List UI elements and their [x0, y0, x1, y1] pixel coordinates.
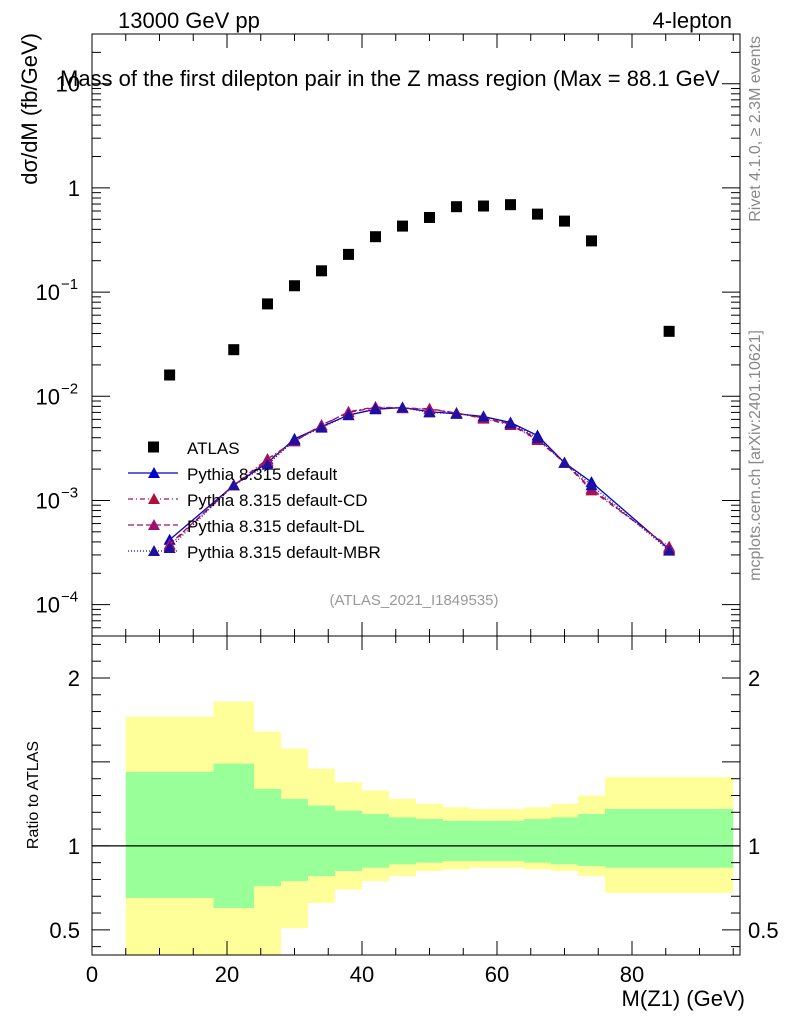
- x-tick-label: 40: [350, 962, 374, 987]
- ratio-band-stat: [362, 813, 389, 868]
- ratio-band-stat: [125, 771, 214, 898]
- legend-label-0: Pythia 8.315 default: [187, 465, 338, 484]
- legend-label-data: ATLAS: [187, 439, 240, 458]
- mc-point: [663, 544, 676, 556]
- x-axis-label: M(Z1) (GeV): [622, 986, 745, 1011]
- y-tick-exponent: −1: [61, 276, 78, 293]
- rivet-label: Rivet 4.1.0, ≥ 2.3M events: [747, 36, 764, 222]
- mc-point: [585, 479, 598, 491]
- mc-point: [288, 434, 301, 446]
- mc-point: [531, 431, 544, 443]
- ratio-band-stat: [416, 819, 443, 863]
- y-tick-exponent: −3: [61, 484, 78, 501]
- legend-marker-data: [148, 441, 159, 453]
- data-point: [451, 201, 462, 213]
- y-axis-label: dσ/dM (fb/GeV): [17, 33, 42, 185]
- legend-label-3: Pythia 8.315 default-MBR: [187, 543, 381, 562]
- y-tick-label: 1: [68, 176, 80, 201]
- legend-label-1: Pythia 8.315 default-CD: [187, 491, 368, 510]
- watermark: (ATLAS_2021_I1849535): [329, 592, 498, 609]
- ratio-band-stat: [497, 820, 524, 861]
- data-point: [164, 369, 176, 381]
- mc-point: [477, 410, 490, 422]
- ratio-tick-label: 0.5: [49, 918, 80, 943]
- ratio-tick-label-right: 0.5: [748, 918, 779, 943]
- mc-point: [558, 456, 571, 468]
- y-tick-exponent: −2: [61, 380, 78, 397]
- legend-marker-2: [148, 519, 160, 530]
- y-tick-label: 10: [36, 593, 60, 618]
- data-point: [316, 265, 327, 277]
- ratio-band-stat: [213, 763, 254, 908]
- data-point: [343, 248, 354, 260]
- y-tick-label: 10: [36, 384, 60, 409]
- legend-marker-3: [148, 545, 160, 556]
- mc-point: [163, 541, 176, 553]
- ratio-band-stat: [308, 805, 335, 877]
- mc-point: [315, 421, 328, 433]
- y-tick-exponent: −4: [61, 589, 78, 606]
- ratio-band-stat: [389, 817, 416, 865]
- ratio-band-stat: [605, 808, 734, 868]
- data-point: [370, 231, 381, 243]
- ratio-tick-label-right: 2: [748, 666, 760, 691]
- data-point: [663, 325, 675, 337]
- ratio-band-stat: [335, 810, 362, 872]
- ratio-tick-label: 1: [68, 834, 80, 859]
- axis-ticks: [91, 33, 740, 955]
- data-point: [424, 211, 435, 223]
- ratio-uncertainty-bands: [92, 701, 740, 955]
- channel-label: 4-lepton: [652, 8, 732, 33]
- data-point: [532, 208, 543, 220]
- data-point: [559, 215, 570, 227]
- data-point: [505, 199, 516, 211]
- ratio-band-stat: [551, 817, 578, 865]
- mc-point: [261, 458, 274, 470]
- ratio-band-stat: [254, 788, 281, 887]
- data-point: [228, 344, 240, 356]
- data-point: [289, 280, 300, 292]
- legend-marker-1: [148, 493, 160, 504]
- ratio-tick-label: 2: [68, 666, 80, 691]
- x-tick-label: 80: [620, 962, 644, 987]
- data-series: [164, 199, 675, 381]
- mc-point: [369, 402, 382, 414]
- x-tick-label: 20: [215, 962, 239, 987]
- legend-label-2: Pythia 8.315 default-DL: [187, 517, 365, 536]
- legend: ATLAS Pythia 8.315 default Pythia 8.315 de…: [128, 439, 381, 562]
- mc-point: [450, 407, 463, 419]
- ratio-tick-label-right: 1: [748, 834, 760, 859]
- y-tick-label: 10: [36, 488, 60, 513]
- data-point: [478, 200, 489, 212]
- energy-label: 13000 GeV pp: [118, 8, 260, 33]
- mc-point: [423, 406, 436, 418]
- data-point: [262, 298, 273, 310]
- mc-point: [342, 409, 355, 421]
- mc-point: [504, 417, 517, 429]
- ratio-y-axis-label: Ratio to ATLAS: [25, 741, 42, 849]
- mc-series-line-3: [169, 406, 670, 552]
- x-tick-label: 60: [485, 962, 509, 987]
- x-tick-label: 0: [86, 962, 98, 987]
- data-point: [397, 220, 408, 232]
- plot-title: Mass of the first dilepton pair in the Z…: [60, 66, 720, 91]
- data-point: [586, 235, 597, 247]
- y-tick-label: 10: [56, 72, 80, 97]
- mc-point: [396, 401, 409, 413]
- mc-point: [227, 479, 240, 491]
- y-tick-label: 10: [36, 280, 60, 305]
- mc-series: [163, 400, 676, 556]
- ratio-band-stat: [281, 798, 308, 882]
- mcplots-label: mcplots.cern.ch [arXiv:2401.10621]: [747, 330, 764, 581]
- ratio-band-stat: [470, 820, 497, 861]
- ratio-band-stat: [578, 813, 605, 867]
- ratio-band-stat: [443, 820, 470, 861]
- ratio-band-stat: [524, 819, 551, 863]
- legend-marker-0: [148, 467, 160, 478]
